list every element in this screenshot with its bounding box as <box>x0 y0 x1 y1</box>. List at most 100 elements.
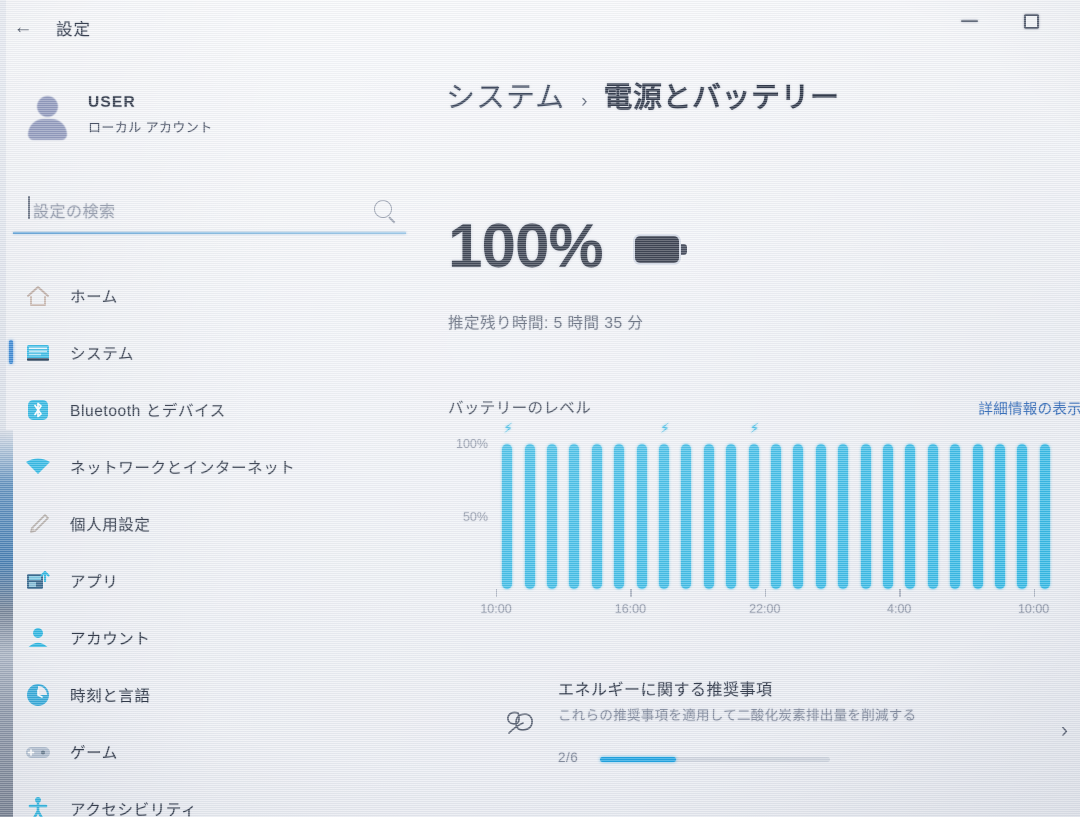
chart-bar <box>748 444 759 589</box>
minimize-icon <box>960 20 978 22</box>
recommendations-progress-fill <box>600 757 676 762</box>
chart-bar <box>636 444 647 589</box>
search-input[interactable]: 設定の検索 <box>13 190 406 232</box>
chart-bar <box>703 444 714 589</box>
y-axis-tick-label: 50% <box>462 509 488 524</box>
x-axis-tick-label: 4:00 <box>887 602 912 616</box>
chart-bar <box>591 444 602 589</box>
chart-bar <box>659 444 669 589</box>
chart-bar <box>927 444 938 589</box>
battery-level-chart-section: バッテリーのレベル 詳細情報の表示 100% 50% ⚡ ⚡ ⚡ 10:00 16:00 22… <box>428 396 1080 646</box>
screen-edge-artifact-top <box>0 0 6 440</box>
sidebar-item-accounts[interactable]: アカウント <box>0 609 428 666</box>
sidebar-item-home[interactable]: ホーム <box>0 267 428 324</box>
back-button[interactable]: ← <box>6 12 40 44</box>
system-icon <box>24 339 52 367</box>
chevron-right-icon[interactable]: › <box>1061 719 1068 742</box>
recommendations-title: エネルギーに関する推奨事項 <box>558 682 773 699</box>
charging-bolt-icon: ⚡ <box>660 420 670 436</box>
minimize-button[interactable] <box>946 4 992 38</box>
time-language-icon <box>24 681 52 709</box>
account-name: USER <box>88 94 136 111</box>
sidebar-item-label: ネットワークとインターネット <box>70 459 296 477</box>
breadcrumb: システム › 電源とバッテリー <box>446 74 839 116</box>
maximize-button[interactable] <box>1008 4 1054 38</box>
x-axis-tick-label: 22:00 <box>749 602 781 616</box>
chart-bar <box>1017 444 1028 589</box>
text-caret <box>28 196 30 219</box>
sidebar-item-label: 個人用設定 <box>70 516 151 534</box>
search-icon[interactable] <box>374 200 392 218</box>
x-axis-tick-label: 10:00 <box>1017 602 1050 616</box>
chart-bar <box>524 444 535 589</box>
sidebar-item-accessibility[interactable]: アクセシビリティ <box>0 780 428 817</box>
chart-bar <box>860 444 871 589</box>
battery-level-bar-chart: 100% 50% ⚡ ⚡ ⚡ 10:00 16:00 22:00 4:00 10:00 <box>456 420 1056 616</box>
view-details-link[interactable]: 詳細情報の表示 <box>978 402 1080 418</box>
sidebar-item-label: Bluetooth とデバイス <box>70 402 226 420</box>
chart-bar <box>815 444 826 589</box>
chart-bar <box>1039 444 1050 589</box>
battery-percentage: 100% <box>448 212 604 281</box>
x-axis-tick <box>496 589 498 597</box>
network-icon <box>24 453 52 481</box>
chart-bar <box>793 444 804 589</box>
battery-full-icon <box>632 233 687 267</box>
account-row[interactable]: USER ローカル アカウント <box>26 84 356 146</box>
personalization-icon <box>24 510 52 538</box>
selection-indicator <box>9 340 13 364</box>
x-axis-tick <box>630 589 632 597</box>
chart-bar <box>681 444 692 589</box>
x-axis-tick <box>764 589 767 597</box>
search-underline <box>13 232 406 234</box>
screen-edge-artifact <box>0 430 13 817</box>
chart-bar <box>972 444 983 589</box>
x-axis-tick <box>1033 589 1035 597</box>
sidebar-item-label: ゲーム <box>70 744 118 762</box>
sidebar-nav-list: ホーム システム Bluetooth <box>0 267 428 817</box>
sidebar-item-bluetooth-devices[interactable]: Bluetooth とデバイス <box>0 381 428 438</box>
battery-status-row: 100% <box>448 216 687 278</box>
breadcrumb-parent[interactable]: システム <box>446 82 566 114</box>
sidebar-item-time-language[interactable]: 時刻と言語 <box>0 666 428 723</box>
search-placeholder: 設定の検索 <box>33 204 116 221</box>
account-text: USER ローカル アカウント <box>88 94 213 136</box>
sidebar-item-gaming[interactable]: ゲーム <box>0 723 428 780</box>
sidebar-item-personalization[interactable]: 個人用設定 <box>0 495 428 552</box>
chart-bar <box>569 444 580 589</box>
chart-bar <box>883 444 893 589</box>
sidebar: USER ローカル アカウント 設定の検索 ホーム <box>0 62 428 817</box>
charging-bolt-icon: ⚡ <box>503 420 514 436</box>
x-axis-tick-label: 10:00 <box>480 602 512 616</box>
breadcrumb-separator-icon: › <box>581 91 588 112</box>
sidebar-item-label: アプリ <box>70 573 119 591</box>
main-content: システム › 電源とバッテリー 100% 推定残り時間: 5 時間 35 分 バ… <box>428 56 1080 817</box>
chart-bar <box>726 444 737 589</box>
energy-recommendations-card[interactable]: エネルギーに関する推奨事項 これらの推奨事項を適用して二酸化炭素排出量を削減する… <box>448 664 1080 804</box>
sidebar-item-label: システム <box>70 345 134 363</box>
sidebar-item-label: アクセシビリティ <box>70 801 198 817</box>
recommendations-subtitle: これらの推奨事項を適用して二酸化炭素排出量を削減する <box>558 708 917 723</box>
y-axis-tick-label: 100% <box>456 437 488 451</box>
chart-bar <box>771 444 781 589</box>
sidebar-item-system[interactable]: システム <box>0 324 428 381</box>
sidebar-item-network-internet[interactable]: ネットワークとインターネット <box>0 438 428 495</box>
gaming-icon <box>24 738 52 766</box>
apps-icon <box>24 567 52 595</box>
page-title: 電源とバッテリー <box>603 82 840 114</box>
charging-bolt-icon: ⚡ <box>749 420 760 436</box>
accounts-icon <box>24 624 52 652</box>
chart-bar <box>950 444 961 589</box>
recommendations-progress-label: 2/6 <box>558 750 579 765</box>
battery-remaining-time: 推定残り時間: 5 時間 35 分 <box>448 315 644 332</box>
chart-bar <box>614 444 625 589</box>
x-axis-tick-label: 16:00 <box>614 602 647 616</box>
back-arrow-icon: ← <box>13 17 33 38</box>
sidebar-item-label: ホーム <box>70 288 118 306</box>
bluetooth-icon <box>24 396 52 424</box>
chart-bar <box>838 444 849 589</box>
sidebar-item-label: アカウント <box>70 630 151 648</box>
chart-bar <box>995 444 1005 589</box>
x-axis-tick <box>899 589 901 597</box>
sidebar-item-apps[interactable]: アプリ <box>0 552 428 609</box>
